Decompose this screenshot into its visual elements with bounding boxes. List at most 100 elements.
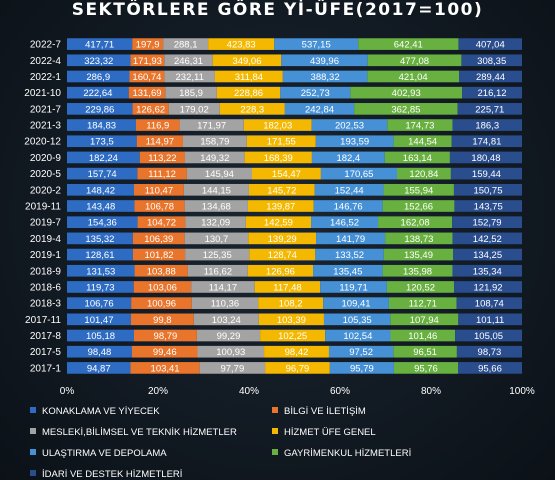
bar-segment-2020-5-s0 (67, 167, 138, 180)
data-label: 131,53 (86, 266, 115, 277)
bar-segment-2020-9-s0 (67, 151, 140, 164)
data-label: 162,08 (401, 218, 430, 229)
bar-segment-2018-9-s1 (134, 264, 188, 277)
data-label: 160,74 (132, 72, 161, 83)
data-label: 97,79 (220, 363, 244, 374)
bar-segment-2018-3-s2 (191, 297, 259, 309)
y-tick-label: 2022-1 (30, 72, 62, 83)
bar-segment-2017-8-s4 (325, 329, 391, 342)
legend-item: ULAŞTIRMA VE DEPOLAMA (30, 448, 167, 459)
bar-segment-2020-5-s3 (251, 167, 321, 180)
y-tick-label: 2017-11 (25, 315, 61, 326)
data-label: 112,71 (409, 299, 437, 310)
bar-segment-2021-7-s4 (284, 103, 355, 115)
data-label: 477,08 (400, 56, 429, 67)
data-label: 439,96 (310, 56, 339, 67)
bar-segment-2020-9-s4 (311, 151, 385, 164)
data-label: 101,11 (476, 315, 504, 326)
bar-segment-2021-3-s2 (179, 119, 244, 131)
data-label: 152,44 (335, 185, 364, 196)
bar-segment-2022-4-s6 (461, 54, 522, 67)
bar-segment-2022-4-s3 (212, 54, 282, 67)
data-label: 246,31 (174, 56, 203, 67)
data-label: 182,24 (89, 153, 118, 164)
bar-segment-2019-4-s6 (452, 232, 522, 245)
bar-segment-2021-7-s0 (67, 103, 133, 115)
bar-segment-2020-9-s1 (139, 151, 186, 164)
data-label: 108,2 (279, 299, 303, 310)
data-label: 105,18 (86, 331, 115, 342)
data-label: 105,35 (343, 315, 372, 326)
bar-segment-2021-10-s0 (67, 86, 129, 99)
data-label: 103,06 (148, 282, 177, 293)
data-label: 116,62 (204, 266, 232, 277)
data-label: 139,29 (268, 234, 297, 245)
bar-segment-2017-11-s0 (67, 313, 131, 326)
data-label: 135,45 (333, 266, 362, 277)
bar-segment-2017-5-s6 (456, 345, 522, 358)
data-label: 145,72 (267, 185, 296, 196)
bar-segment-2020-5-s5 (396, 167, 451, 180)
data-label: 114,17 (209, 282, 237, 293)
legend-item: İDARİ VE DESTEK HİZMETLERİ (30, 469, 182, 480)
bar-segment-2021-3-s6 (452, 119, 522, 131)
bar-segment-2017-8-s6 (455, 329, 522, 342)
bar-segment-2021-10-s5 (350, 86, 463, 99)
bar-segment-2022-7-s2 (163, 38, 209, 50)
data-label: 114,97 (146, 137, 174, 148)
legend-item: KONAKLAMA VE YİYECEK (30, 406, 160, 417)
data-label: 132,09 (201, 218, 230, 229)
legend-swatch (272, 449, 278, 455)
bar-segment-2021-7-s6 (457, 103, 522, 115)
bar-segment-2022-1-s6 (458, 70, 522, 83)
data-label: 152,66 (404, 202, 433, 213)
legend-swatch (272, 428, 278, 434)
legend-swatch (30, 449, 36, 455)
y-tick-label: 2018-3 (30, 299, 62, 310)
bar-segment-2017-5-s3 (264, 345, 329, 358)
data-label: 95,66 (478, 363, 502, 374)
data-label: 362,85 (391, 104, 420, 115)
bar-segment-2019-4-s1 (132, 232, 185, 245)
y-tick-label: 2022-7 (30, 40, 62, 51)
bar-segment-2017-1-s6 (457, 362, 522, 374)
bar-segment-2022-1-s0 (67, 70, 130, 83)
y-tick-label: 2021-3 (30, 121, 62, 132)
data-label: 110,47 (145, 185, 173, 196)
bar-segment-2020-12-s4 (315, 135, 394, 148)
bar-segment-2018-6-s1 (133, 281, 192, 293)
legend-swatch (30, 428, 36, 434)
data-label: 407,04 (476, 40, 505, 51)
data-label: 174,73 (405, 121, 434, 132)
y-tick-label: 2020-12 (24, 137, 61, 148)
data-label: 120,84 (409, 169, 438, 180)
data-label: 135,34 (473, 266, 502, 277)
bar-segment-2020-2-s3 (248, 183, 315, 196)
bar-segment-2017-1-s2 (199, 362, 266, 374)
bar-segment-2020-2-s6 (453, 183, 522, 196)
bar-segment-2022-4-s1 (130, 54, 165, 67)
data-label: 146,76 (334, 202, 363, 213)
data-label: 154,47 (272, 169, 301, 180)
data-label: 96,51 (413, 347, 437, 358)
data-label: 103,41 (151, 363, 180, 374)
legend-label: GAYRİMENKUL HİZMETLERİ (284, 448, 412, 459)
data-label: 95,79 (350, 363, 374, 374)
legend-item: HİZMET ÜFE GENEL (272, 427, 376, 438)
bar-segment-2021-3-s1 (135, 119, 180, 131)
bar-segment-2019-11-s6 (454, 200, 522, 212)
data-label: 163,14 (403, 153, 432, 164)
bar-segment-2017-11-s3 (258, 313, 324, 326)
legend-label: ULAŞTIRMA VE DEPOLAMA (42, 448, 167, 459)
bar-segment-2017-5-s0 (67, 345, 132, 358)
bar-segment-2020-9-s6 (449, 151, 522, 164)
legend-label: HİZMET ÜFE GENEL (284, 427, 376, 438)
bar-segment-2019-11-s1 (134, 200, 185, 212)
bar-segment-2020-9-s2 (185, 151, 245, 164)
bar-segment-2021-3-s0 (67, 119, 136, 131)
bar-segment-2020-5-s6 (450, 167, 522, 180)
bar-segment-2021-7-s5 (354, 103, 458, 115)
data-label: 232,11 (176, 72, 204, 83)
data-label: 125,35 (203, 250, 232, 261)
